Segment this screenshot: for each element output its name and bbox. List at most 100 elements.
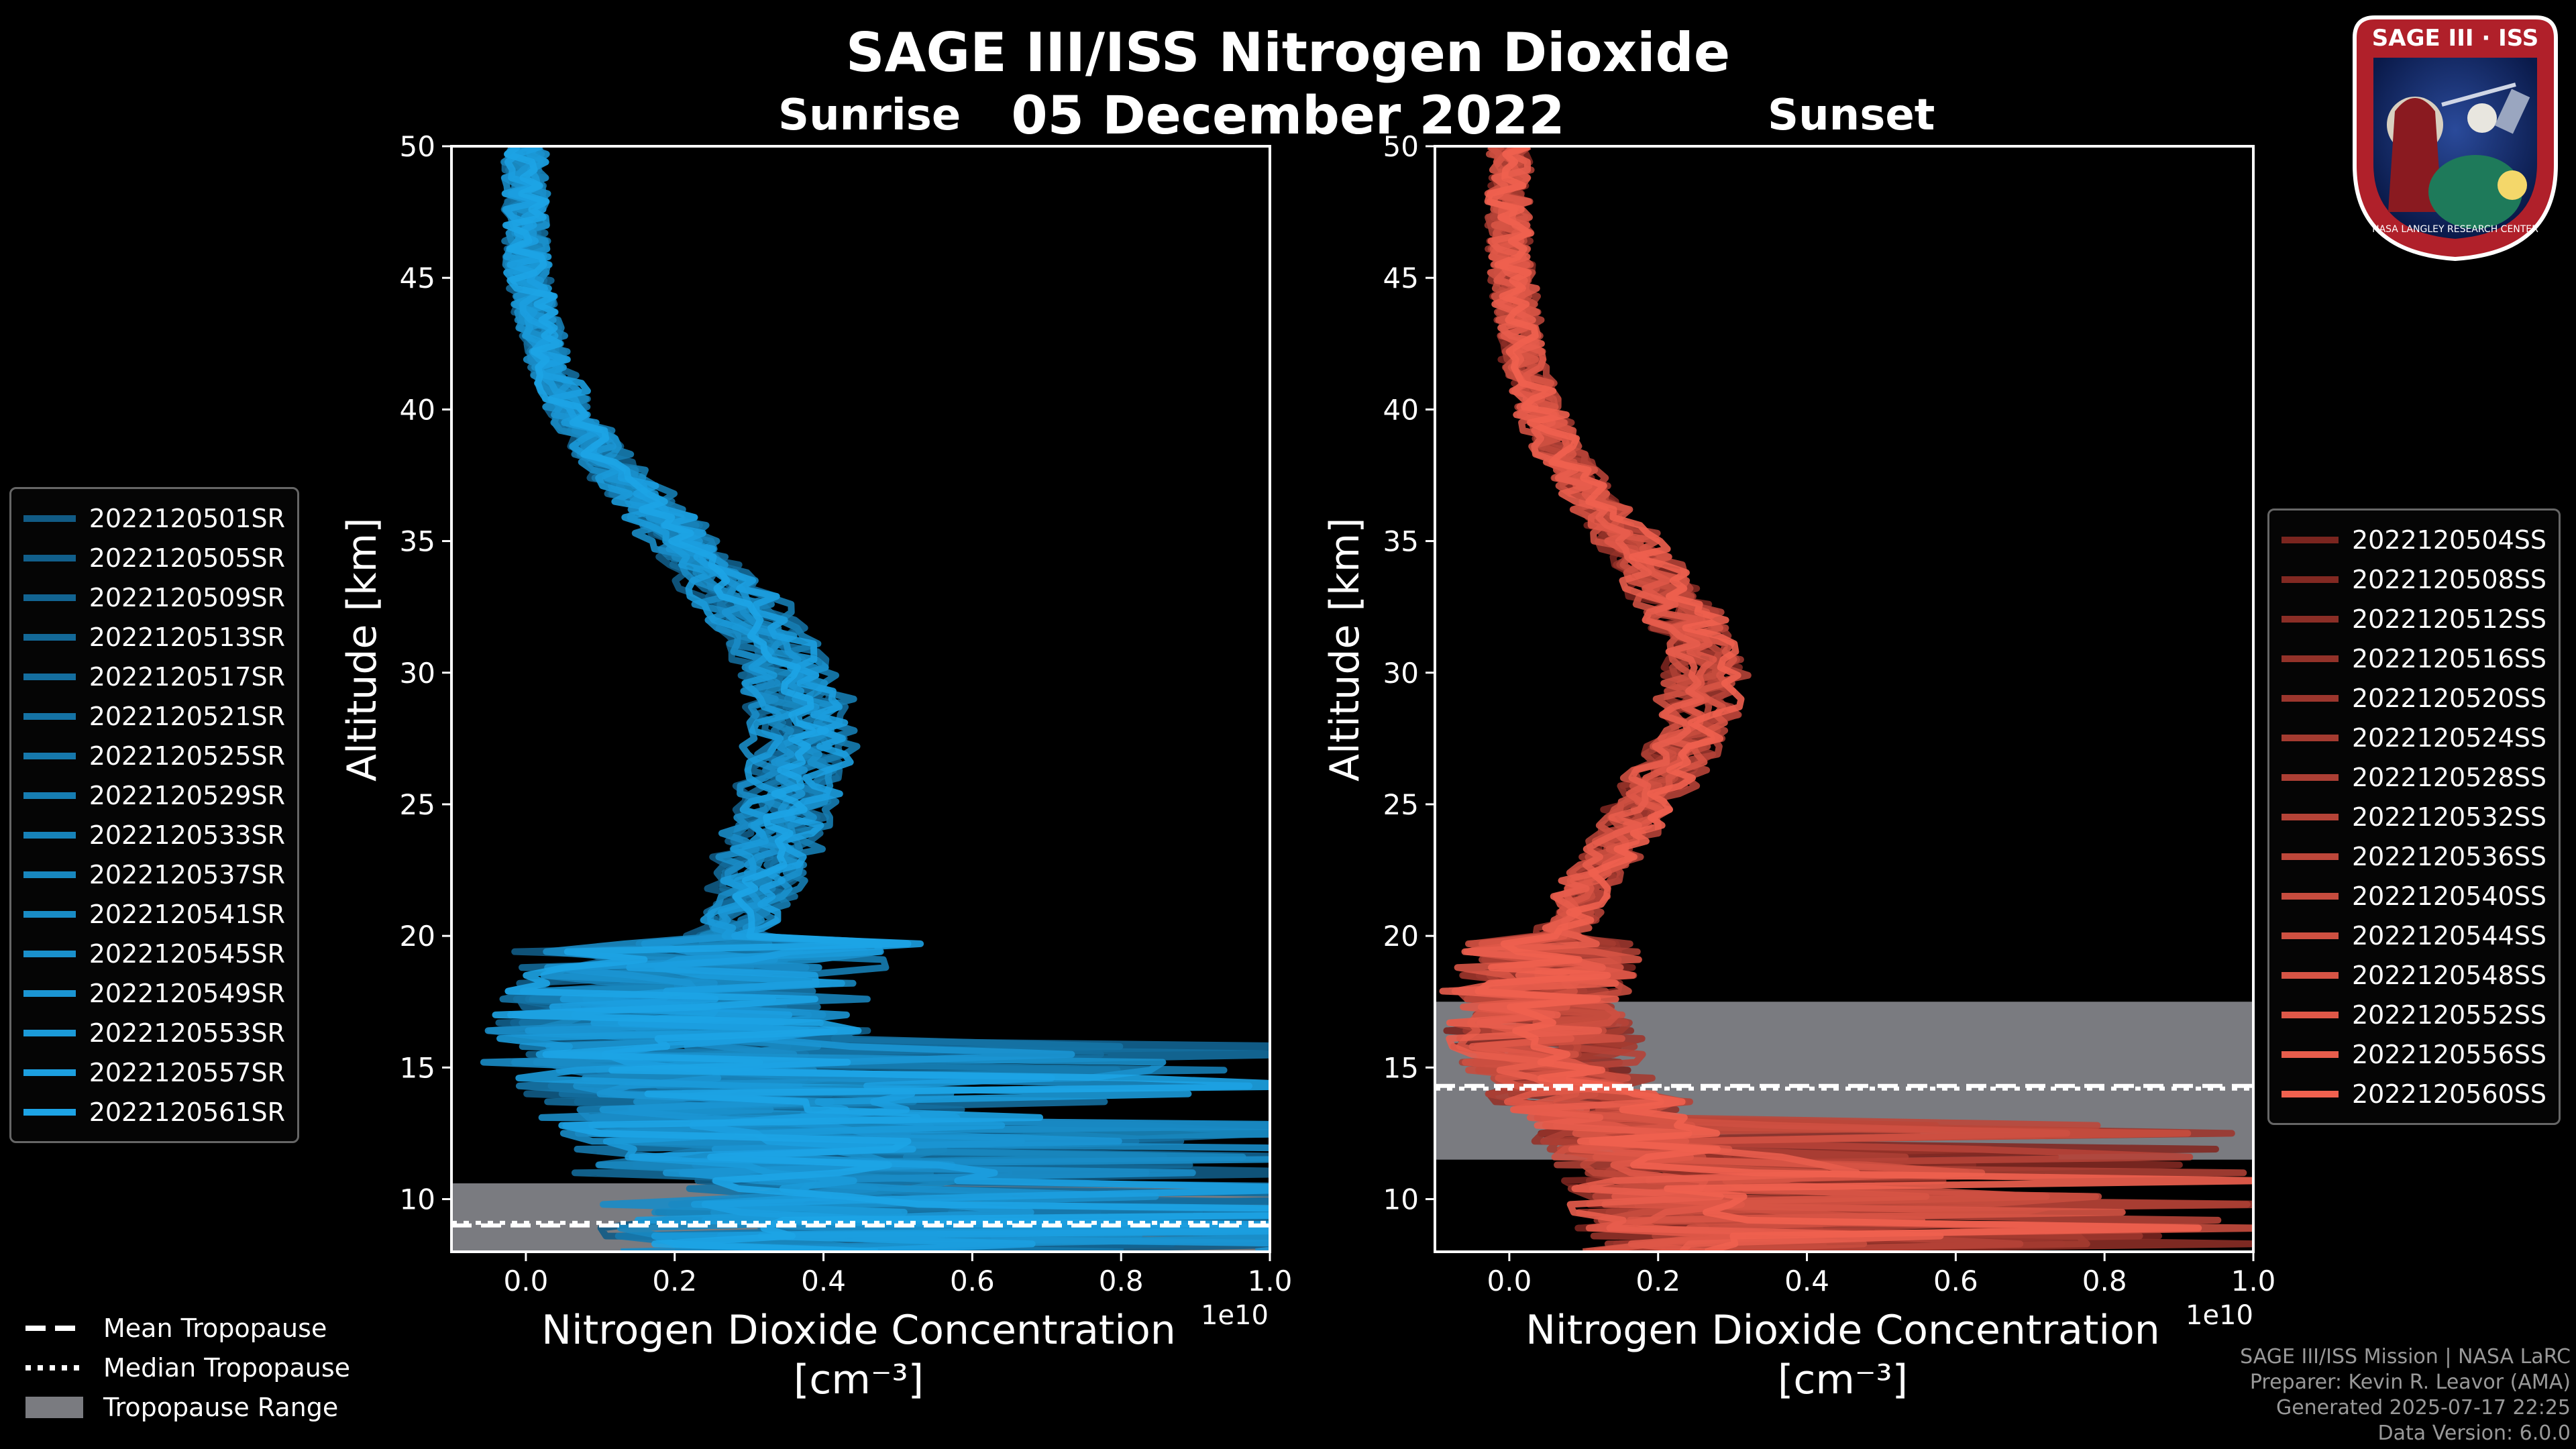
legend-item: 2022120533SR — [23, 815, 285, 855]
legend-swatch — [2282, 773, 2339, 781]
y-tick-label: 30 — [1383, 657, 1419, 690]
legend-item: 2022120548SS — [2282, 955, 2546, 995]
legend-label: 2022120525SR — [89, 741, 285, 771]
legend-swatch — [2282, 1011, 2339, 1018]
legend-swatch — [23, 554, 76, 561]
sunrise-legend: 2022120501SR 2022120505SR 2022120509SR 2022… — [9, 487, 299, 1143]
legend-item: 2022120541SR — [23, 894, 285, 934]
legend-item: 2022120504SS — [2282, 520, 2546, 559]
legend-label: 2022120509SR — [89, 582, 285, 612]
tropopause-legend: Mean Tropopause Median Tropopause Tropop… — [25, 1308, 350, 1427]
legend-swatch — [2282, 1090, 2339, 1097]
y-tick-label: 25 — [400, 788, 435, 821]
tropopause-range-label: Tropopause Range — [103, 1392, 339, 1422]
x-tick-label: 0.8 — [1099, 1265, 1144, 1297]
legend-label: 2022120512SS — [2351, 604, 2546, 634]
legend-item: 2022120556SS — [2282, 1034, 2546, 1074]
legend-swatch — [2282, 734, 2339, 741]
sunset-scale-note: 1e10 — [2186, 1300, 2253, 1331]
legend-swatch — [23, 673, 76, 680]
legend-swatch — [2282, 813, 2339, 820]
legend-item: 2022120508SS — [2282, 559, 2546, 599]
x-tick-label: 0.8 — [2082, 1265, 2127, 1297]
x-tick-label: 1.0 — [2231, 1265, 2276, 1297]
legend-label: 2022120549SR — [89, 978, 285, 1008]
y-tick-label: 15 — [1383, 1051, 1419, 1084]
legend-swatch — [23, 1069, 76, 1076]
legend-label: 2022120529SR — [89, 780, 285, 810]
legend-label: 2022120544SS — [2351, 920, 2546, 951]
legend-item: 2022120532SS — [2282, 797, 2546, 837]
legend-item: 2022120521SR — [23, 696, 285, 736]
legend-swatch — [2282, 694, 2339, 702]
legend-label: 2022120556SS — [2351, 1039, 2546, 1069]
legend-label: 2022120533SR — [89, 820, 285, 850]
legend-swatch — [23, 1029, 76, 1036]
y-tick-label: 30 — [400, 657, 435, 690]
legend-swatch — [23, 910, 76, 918]
sunset-x-unit: [cm⁻³] — [1778, 1356, 1908, 1403]
median-tropopause-label: Median Tropopause — [103, 1352, 350, 1383]
credit-mission: SAGE III/ISS Mission | NASA LaRC — [2240, 1345, 2571, 1368]
y-tick-label: 20 — [400, 920, 435, 953]
legend-label: 2022120553SR — [89, 1018, 285, 1048]
sunrise-subtitle: Sunrise — [778, 91, 961, 140]
sunrise-y-label: Altitude [km] — [339, 517, 386, 782]
legend-swatch — [23, 989, 76, 997]
legend-item: 2022120553SR — [23, 1013, 285, 1053]
sunset-y-label: Altitude [km] — [1322, 517, 1368, 782]
y-tick-label: 40 — [400, 393, 435, 426]
legend-swatch — [23, 752, 76, 759]
legend-swatch — [23, 594, 76, 601]
legend-swatch — [2282, 1051, 2339, 1058]
x-tick-label: 0.2 — [652, 1265, 697, 1297]
legend-label: 2022120548SS — [2351, 960, 2546, 990]
legend-swatch — [23, 950, 76, 957]
sunset-subtitle: Sunset — [1768, 91, 1935, 140]
legend-item: 2022120544SS — [2282, 916, 2546, 955]
sage-logo: SAGE III · ISS NASA LANGLEY RESEARCH CEN… — [2341, 11, 2569, 262]
chart-date: 05 December 2022 — [1011, 86, 1565, 146]
y-tick-label: 35 — [1383, 525, 1419, 558]
y-tick-label: 40 — [1383, 393, 1419, 426]
legend-label: 2022120536SS — [2351, 841, 2546, 871]
series-line-2022120561SR — [492, 146, 1270, 1252]
legend-item: 2022120516SS — [2282, 639, 2546, 678]
y-tick-label: 20 — [1383, 920, 1419, 953]
legend-swatch — [2282, 971, 2339, 979]
legend-label: 2022120508SS — [2351, 564, 2546, 594]
logo-text: SAGE III · ISS — [2372, 25, 2538, 52]
y-tick-label: 10 — [400, 1183, 435, 1216]
legend-item: 2022120545SR — [23, 934, 285, 973]
credits: SAGE III/ISS Mission | NASA LaRC Prepare… — [2240, 1344, 2571, 1446]
chart-title: SAGE III/ISS Nitrogen Dioxide — [845, 21, 1731, 84]
legend-item: 2022120557SR — [23, 1053, 285, 1092]
legend-swatch — [2282, 853, 2339, 860]
legend-label: 2022120504SS — [2351, 525, 2546, 555]
legend-label: 2022120557SR — [89, 1057, 285, 1087]
legend-item: 2022120524SS — [2282, 718, 2546, 757]
x-tick-label: 0.6 — [1933, 1265, 1978, 1297]
y-tick-label: 50 — [1383, 130, 1419, 163]
legend-label: 2022120545SR — [89, 938, 285, 969]
legend-label: 2022120521SR — [89, 701, 285, 731]
mean-tropopause-swatch — [25, 1325, 83, 1331]
x-tick-label: 0.6 — [950, 1265, 995, 1297]
legend-swatch — [23, 871, 76, 878]
legend-item: 2022120536SS — [2282, 837, 2546, 876]
y-tick-label: 15 — [400, 1051, 435, 1084]
legend-swatch — [23, 633, 76, 641]
plot-frame — [450, 145, 1271, 1253]
y-tick-label: 35 — [400, 525, 435, 558]
legend-label: 2022120532SS — [2351, 802, 2546, 832]
series-line-2022120556SS — [1439, 146, 1944, 1252]
sunset-legend: 2022120504SS 2022120508SS 2022120512SS 2022… — [2267, 508, 2561, 1125]
legend-swatch — [23, 831, 76, 839]
sunset-plot: 0.0 0.2 0.4 0.6 0.8 1.0 10 15 20 25 30 35 40 45 50 — [1383, 130, 2276, 1297]
legend-swatch — [2282, 576, 2339, 583]
legend-label: 2022120517SR — [89, 661, 285, 692]
legend-item: 2022120537SR — [23, 855, 285, 894]
x-tick-label: 1.0 — [1248, 1265, 1293, 1297]
legend-item: 2022120528SS — [2282, 757, 2546, 797]
legend-label: 2022120540SS — [2351, 881, 2546, 911]
